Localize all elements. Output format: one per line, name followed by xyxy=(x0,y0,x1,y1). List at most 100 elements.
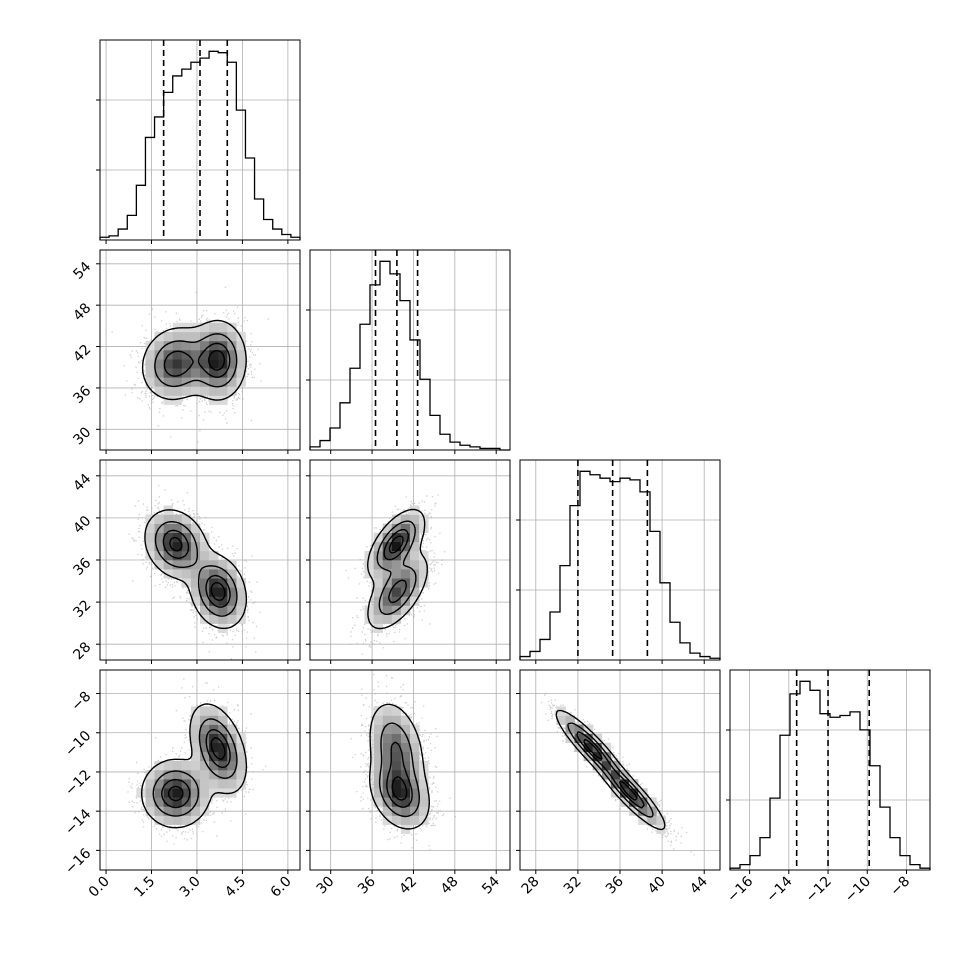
density-cell xyxy=(209,322,219,333)
density-cell xyxy=(410,788,420,798)
density-cell xyxy=(172,386,183,396)
density-cell xyxy=(400,514,411,524)
density-cell xyxy=(190,569,201,579)
density-cell xyxy=(382,596,393,606)
density-cell xyxy=(163,550,173,561)
density-cell xyxy=(172,377,183,387)
density-cell xyxy=(200,350,210,360)
density-cell xyxy=(410,550,420,561)
density-cell xyxy=(218,770,228,780)
density-cell xyxy=(556,715,566,725)
density-cell xyxy=(181,578,192,588)
density-cell xyxy=(190,532,201,543)
density-cell xyxy=(227,779,237,789)
density-cell xyxy=(145,550,155,561)
density-cell xyxy=(172,797,183,807)
density-cell xyxy=(382,569,393,579)
density-cell xyxy=(382,715,393,725)
density-cell xyxy=(400,560,411,570)
density-cell xyxy=(227,377,237,387)
density-cell xyxy=(227,340,237,351)
density-cell xyxy=(145,350,155,360)
density-cell xyxy=(620,770,630,780)
density-cell xyxy=(419,550,429,561)
density-cell xyxy=(227,368,237,378)
density-cell xyxy=(172,788,183,798)
density-cell xyxy=(218,395,228,405)
density-cell xyxy=(373,724,383,734)
contour-level-3 xyxy=(208,349,226,371)
density-cell xyxy=(190,368,201,378)
density-cell xyxy=(190,797,201,807)
density-cell xyxy=(373,788,383,798)
density-cell xyxy=(373,797,383,807)
density-cell xyxy=(190,760,201,771)
density-cell xyxy=(209,368,219,378)
density-cell xyxy=(209,578,219,588)
density-cell xyxy=(382,742,393,753)
density-cell xyxy=(373,742,383,753)
density-cell xyxy=(391,724,402,734)
density-cell xyxy=(145,788,155,798)
contour-level-1 xyxy=(154,521,238,617)
contour-level-3 xyxy=(169,536,226,601)
density-cell xyxy=(172,340,183,351)
density-cell xyxy=(382,733,393,743)
density-cell xyxy=(373,605,383,615)
density-cell xyxy=(145,806,155,816)
density-cell xyxy=(391,560,402,570)
density-cell xyxy=(209,359,219,369)
density-cell xyxy=(154,386,164,396)
density-cell xyxy=(391,742,402,753)
density-cell xyxy=(163,377,173,387)
density-cell xyxy=(382,614,393,624)
x-tick-label: −14 xyxy=(763,873,795,905)
density-cell xyxy=(227,587,237,597)
density-cell xyxy=(227,578,237,588)
density-cell xyxy=(181,806,192,816)
density-cell xyxy=(172,331,183,342)
density-cell xyxy=(218,724,228,734)
density-cell xyxy=(163,797,173,807)
density-cell xyxy=(419,779,429,789)
density-cell xyxy=(145,770,155,780)
density-cell xyxy=(400,532,411,543)
density-cell xyxy=(391,815,402,825)
density-cell xyxy=(227,614,237,624)
density-cell xyxy=(227,359,237,369)
density-cell xyxy=(172,395,183,405)
density-cell xyxy=(218,614,228,624)
density-cell xyxy=(382,550,393,561)
density-cell xyxy=(382,532,393,543)
density-cell xyxy=(218,587,228,597)
density-cell xyxy=(391,706,402,716)
density-cell xyxy=(391,770,402,780)
density-cell xyxy=(181,340,192,351)
y-tick-label: 28 xyxy=(70,639,94,663)
density-cell xyxy=(391,523,402,533)
density-cell xyxy=(190,350,201,360)
hist-panel-2 xyxy=(516,459,721,664)
density-cell xyxy=(145,541,155,552)
density-cell xyxy=(601,770,612,780)
density-cell xyxy=(154,377,164,387)
density-cell xyxy=(190,386,201,396)
hist-panel-3 xyxy=(726,669,931,874)
density-cell xyxy=(410,760,420,771)
y-tick-label: 42 xyxy=(70,342,94,366)
density-cell xyxy=(419,578,429,588)
density-cell xyxy=(209,770,219,780)
density-cell xyxy=(209,715,219,725)
density-cell xyxy=(209,550,219,561)
density-cell xyxy=(236,359,246,369)
density-cell xyxy=(172,541,183,552)
contour-level-0 xyxy=(369,703,430,830)
density-cell xyxy=(410,797,420,807)
density-cell xyxy=(638,788,648,798)
density-cell xyxy=(200,751,210,762)
density-cell xyxy=(154,788,164,798)
density-cell xyxy=(172,770,183,780)
density-cell xyxy=(145,340,155,351)
density-cell xyxy=(227,322,237,333)
